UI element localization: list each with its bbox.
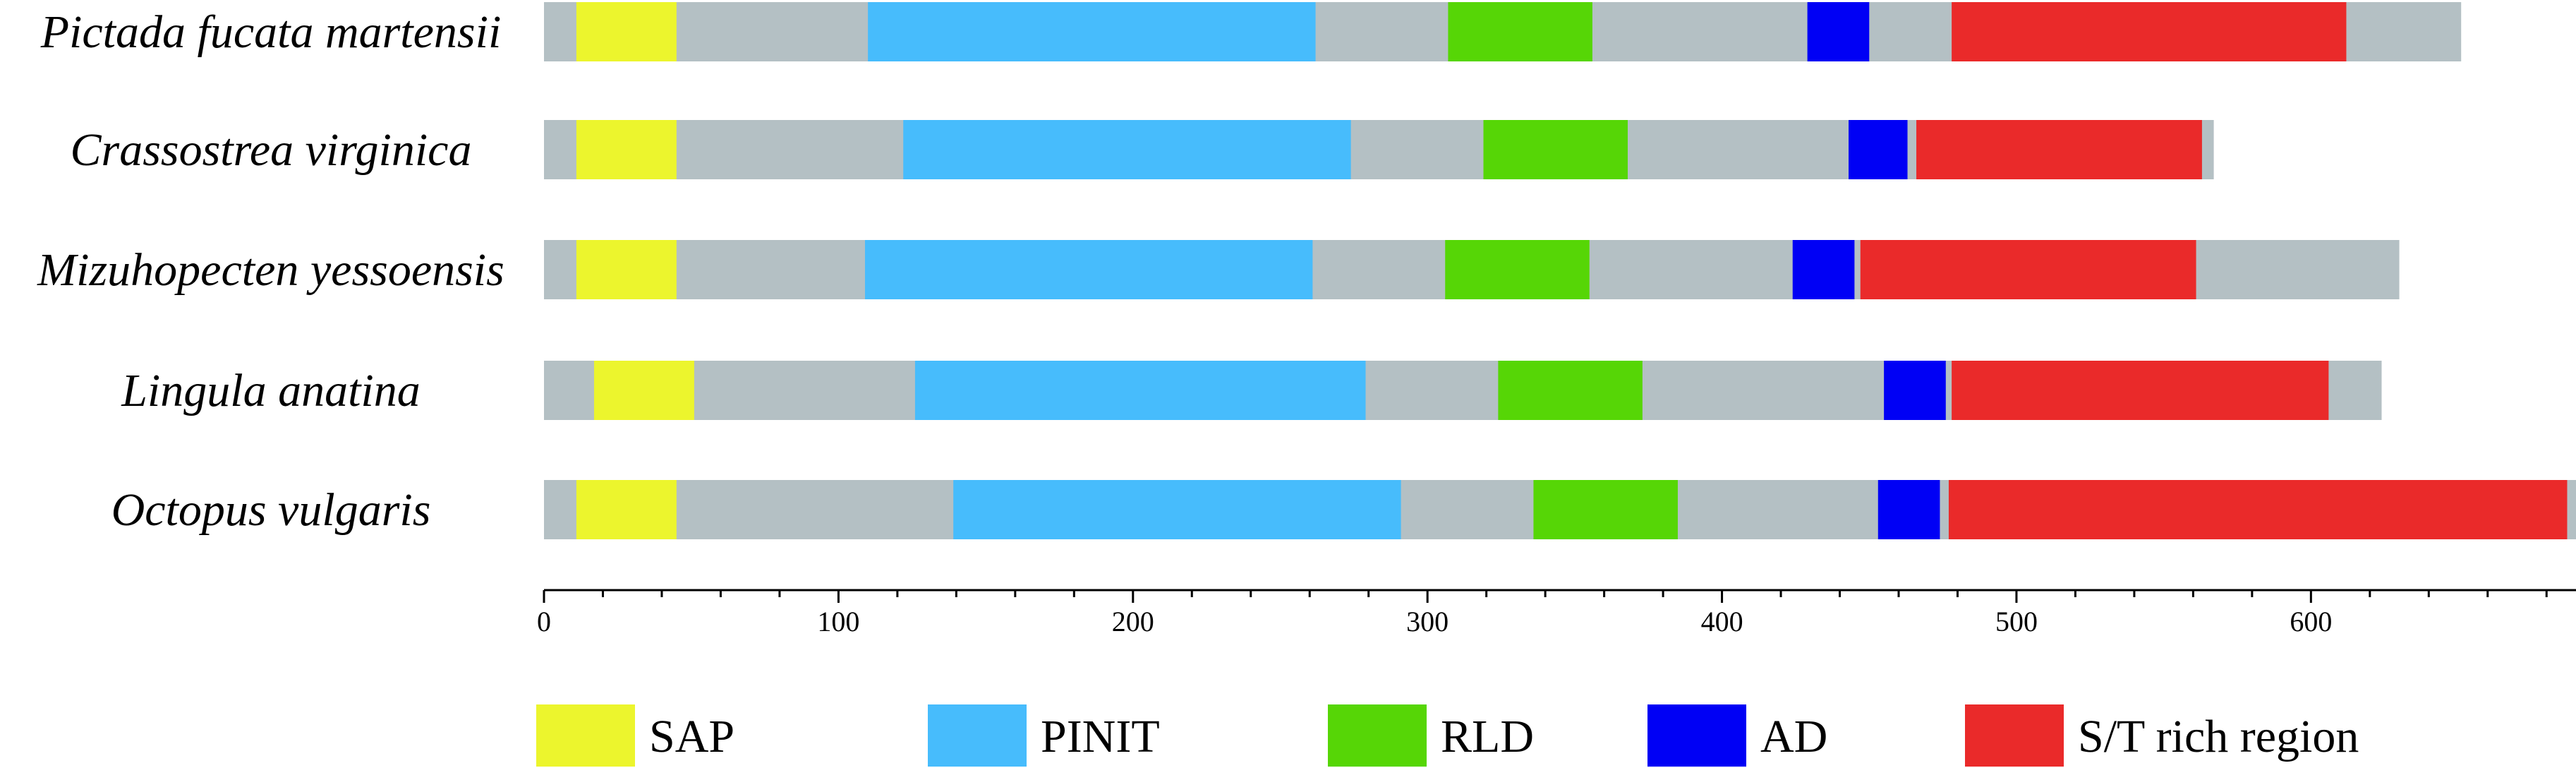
species-label: Crassostrea virginica <box>71 124 472 176</box>
sap-domain <box>576 480 677 539</box>
legend-swatch <box>1965 704 2064 767</box>
pinit-domain <box>868 2 1316 61</box>
protein-row: Lingula anatina <box>121 361 2382 420</box>
legend-item-rld: RLD <box>1328 704 1534 767</box>
protein-row: Pictada fucata martensii <box>40 2 2462 61</box>
legend-swatch <box>1328 704 1427 767</box>
pinit-domain <box>914 361 1366 420</box>
pinit-domain <box>903 120 1351 179</box>
species-label: Mizuhopecten yessoensis <box>37 244 504 296</box>
x-tick-label: 100 <box>817 606 859 637</box>
protein-row: Octopus vulgaris <box>111 480 2576 539</box>
legend: SAP PINIT RLD AD S/T rich region <box>536 704 2359 767</box>
legend-item-pinit: PINIT <box>928 704 1160 767</box>
rld-domain <box>1483 120 1628 179</box>
ad-domain <box>1807 2 1870 61</box>
x-tick-label: 400 <box>1701 606 1743 637</box>
legend-label: AD <box>1760 711 1827 762</box>
rld-domain <box>1445 240 1590 299</box>
x-tick-label: 600 <box>2290 606 2332 637</box>
st-rich-region-domain <box>1948 480 2568 539</box>
protein-row: Crassostrea virginica <box>71 120 2214 179</box>
pinit-domain <box>953 480 1401 539</box>
legend-label: PINIT <box>1041 711 1160 762</box>
rld-domain <box>1498 361 1643 420</box>
x-axis: 0 100 200 300 400 500 600 <box>537 589 2576 637</box>
legend-item-ad: AD <box>1647 704 1827 767</box>
species-label: Octopus vulgaris <box>111 484 431 536</box>
st-rich-region-domain <box>1860 240 2196 299</box>
legend-item-sap: SAP <box>536 704 734 767</box>
legend-item-st-rich-region: S/T rich region <box>1965 704 2359 767</box>
x-tick-label: 500 <box>1995 606 2038 637</box>
x-tick-label: 200 <box>1112 606 1154 637</box>
protein-rows: Pictada fucata martensii Crassostrea virg… <box>37 2 2576 539</box>
rld-domain <box>1533 480 1678 539</box>
sap-domain <box>576 240 677 299</box>
st-rich-region-domain <box>1952 361 2329 420</box>
sap-domain <box>576 120 677 179</box>
legend-label: RLD <box>1441 711 1534 762</box>
legend-swatch <box>1647 704 1746 767</box>
species-label: Pictada fucata martensii <box>40 6 502 58</box>
ad-domain <box>1792 240 1855 299</box>
ad-domain <box>1877 480 1940 539</box>
st-rich-region-domain <box>1952 2 2347 61</box>
st-rich-region-domain <box>1916 120 2202 179</box>
legend-swatch <box>536 704 635 767</box>
legend-swatch <box>928 704 1027 767</box>
legend-label: S/T rich region <box>2078 711 2359 762</box>
rld-domain <box>1448 2 1592 61</box>
x-tick-label: 300 <box>1406 606 1449 637</box>
pinit-domain <box>864 240 1313 299</box>
sap-domain <box>576 2 677 61</box>
ad-domain <box>1884 361 1946 420</box>
legend-label: SAP <box>649 711 734 762</box>
sap-domain <box>593 361 694 420</box>
species-label: Lingula anatina <box>121 365 421 416</box>
x-tick-label: 0 <box>537 606 551 637</box>
ad-domain <box>1849 120 1908 179</box>
protein-row: Mizuhopecten yessoensis <box>37 240 2400 299</box>
